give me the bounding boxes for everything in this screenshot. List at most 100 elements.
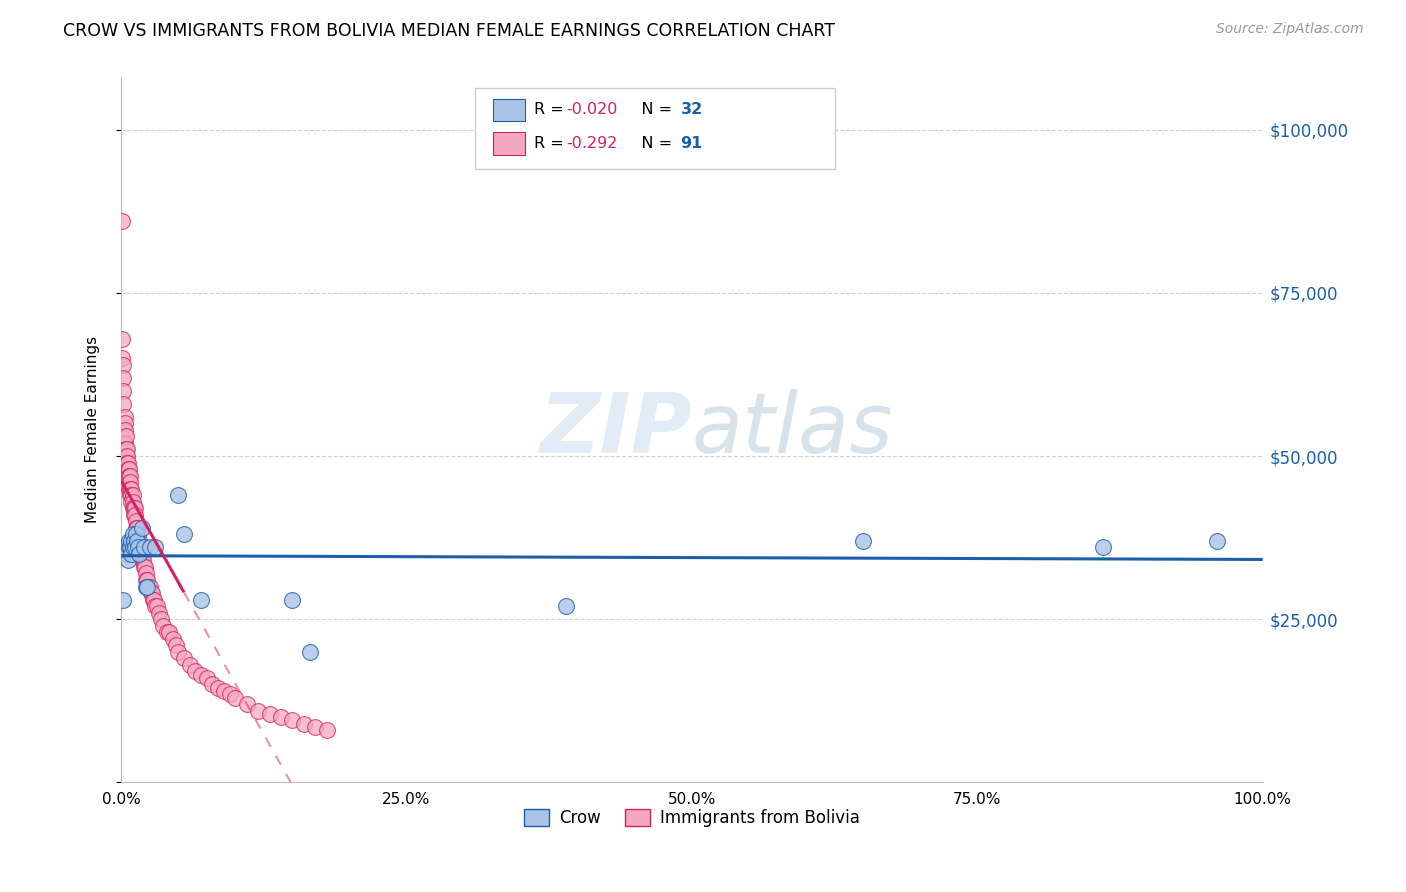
Point <box>281 592 304 607</box>
Text: 91: 91 <box>681 136 703 152</box>
Point <box>125 527 148 541</box>
Text: atlas: atlas <box>692 390 894 470</box>
Point <box>195 671 218 685</box>
Point <box>111 351 134 365</box>
Point <box>179 657 201 672</box>
Point <box>120 482 142 496</box>
Text: R =: R = <box>534 136 569 152</box>
Point <box>139 586 162 600</box>
Point <box>315 723 337 738</box>
Point <box>115 462 138 476</box>
Point <box>134 560 156 574</box>
Point <box>145 599 167 614</box>
Point <box>120 488 142 502</box>
Point <box>114 423 136 437</box>
Point <box>117 462 139 476</box>
Point <box>235 697 257 711</box>
Point <box>167 645 190 659</box>
Point <box>852 533 875 548</box>
Point <box>212 684 235 698</box>
Point <box>270 710 292 724</box>
Point <box>127 533 149 548</box>
Point <box>117 456 139 470</box>
Text: R =: R = <box>534 103 569 118</box>
Point <box>112 384 135 398</box>
Point <box>136 580 159 594</box>
Point <box>132 560 155 574</box>
Point <box>120 533 142 548</box>
Point <box>124 541 146 555</box>
Point <box>173 651 195 665</box>
Point <box>555 599 578 614</box>
Point <box>120 475 142 489</box>
Point <box>120 468 142 483</box>
Point <box>128 533 150 548</box>
Point <box>117 553 139 567</box>
Point <box>120 488 142 502</box>
Text: CROW VS IMMIGRANTS FROM BOLIVIA MEDIAN FEMALE EARNINGS CORRELATION CHART: CROW VS IMMIGRANTS FROM BOLIVIA MEDIAN F… <box>63 22 835 40</box>
Point <box>165 638 187 652</box>
Point <box>143 592 166 607</box>
Point <box>122 533 145 548</box>
Point <box>121 494 143 508</box>
Point <box>128 541 150 555</box>
Point <box>114 409 136 424</box>
Point <box>224 690 246 705</box>
FancyBboxPatch shape <box>494 99 526 121</box>
Legend: Crow, Immigrants from Bolivia: Crow, Immigrants from Bolivia <box>517 803 868 834</box>
Point <box>121 527 143 541</box>
Text: -0.020: -0.020 <box>567 103 617 118</box>
Point <box>1091 541 1114 555</box>
Point <box>131 553 153 567</box>
Point <box>131 547 153 561</box>
Point <box>118 541 141 555</box>
Point <box>156 625 179 640</box>
Point <box>292 716 315 731</box>
Point <box>304 720 326 734</box>
Text: Source: ZipAtlas.com: Source: ZipAtlas.com <box>1216 22 1364 37</box>
Point <box>114 541 136 555</box>
Point <box>120 494 142 508</box>
Point <box>127 527 149 541</box>
Point <box>138 541 160 555</box>
Point <box>145 599 167 614</box>
Point <box>129 547 152 561</box>
Point <box>115 547 138 561</box>
Point <box>135 573 157 587</box>
Point <box>127 541 149 555</box>
Point <box>121 541 143 555</box>
Point <box>135 566 157 581</box>
Point <box>114 429 136 443</box>
Text: N =: N = <box>626 103 676 118</box>
Point <box>128 547 150 561</box>
FancyBboxPatch shape <box>475 88 835 169</box>
Point <box>247 704 270 718</box>
Point <box>112 592 135 607</box>
Point <box>111 214 134 228</box>
Point <box>138 580 160 594</box>
Point <box>138 580 160 594</box>
Point <box>1206 533 1229 548</box>
Point <box>114 442 136 457</box>
Point <box>298 645 321 659</box>
Point <box>281 714 304 728</box>
Text: -0.292: -0.292 <box>567 136 617 152</box>
Point <box>114 456 136 470</box>
Point <box>150 612 173 626</box>
Point <box>115 449 138 463</box>
Point <box>167 488 190 502</box>
Text: 32: 32 <box>681 103 703 118</box>
Point <box>112 370 135 384</box>
Point <box>121 501 143 516</box>
Point <box>157 625 180 640</box>
Point <box>132 541 155 555</box>
Point <box>120 541 142 555</box>
Point <box>111 332 134 346</box>
Point <box>118 475 141 489</box>
Point <box>218 687 240 701</box>
Point <box>114 417 136 431</box>
Point <box>122 501 145 516</box>
Point <box>125 521 148 535</box>
Point <box>124 501 146 516</box>
Point <box>131 521 153 535</box>
